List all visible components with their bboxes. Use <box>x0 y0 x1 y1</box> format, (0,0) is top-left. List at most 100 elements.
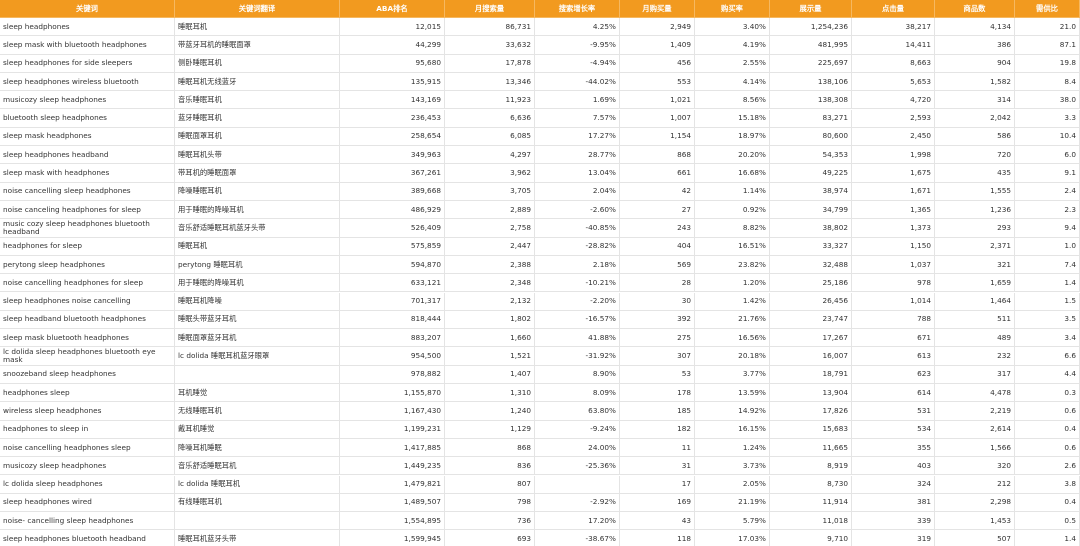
number-cell: 2,298 <box>935 493 1015 513</box>
number-cell: 185 <box>620 402 695 421</box>
number-cell: 53 <box>620 365 695 384</box>
number-cell: 367,261 <box>340 164 445 183</box>
number-cell: 456 <box>620 54 695 73</box>
number-cell: 1,675 <box>852 164 935 183</box>
number-cell: 1,021 <box>620 91 695 110</box>
number-cell: 11,914 <box>770 493 852 513</box>
number-cell: 307 <box>620 347 695 366</box>
number-cell: 41.88% <box>535 329 620 348</box>
keyword-cell: noise canceling headphones for sleep <box>0 201 175 220</box>
number-cell: 883,207 <box>340 329 445 348</box>
number-cell: 403 <box>852 457 935 476</box>
number-cell: 1.0 <box>1015 237 1080 256</box>
number-cell: 8.09% <box>535 384 620 403</box>
translation-cell <box>175 365 340 384</box>
number-cell: 978,882 <box>340 365 445 384</box>
number-cell: 389,668 <box>340 182 445 201</box>
number-cell: 2,132 <box>445 292 535 311</box>
number-cell: 1,660 <box>445 329 535 348</box>
number-cell: 1,554,895 <box>340 512 445 531</box>
number-cell: 31 <box>620 457 695 476</box>
number-cell: 138,308 <box>770 91 852 110</box>
keyword-cell: sleep headphones headband <box>0 146 175 165</box>
number-cell: 49,225 <box>770 164 852 183</box>
number-cell: 6.6 <box>1015 347 1080 366</box>
number-cell: 4.25% <box>535 18 620 37</box>
column-header: 需供比 <box>1015 0 1080 18</box>
translation-cell: 睡眠耳机降噪 <box>175 292 340 311</box>
number-cell: 38.0 <box>1015 91 1080 110</box>
number-cell: 20.20% <box>695 146 770 165</box>
number-cell: 212 <box>935 475 1015 494</box>
number-cell: 575,859 <box>340 237 445 256</box>
number-cell: 0.3 <box>1015 384 1080 403</box>
number-cell: 18.97% <box>695 127 770 147</box>
number-cell: 8,663 <box>852 54 935 73</box>
number-cell: 1,365 <box>852 201 935 220</box>
number-cell: 38,974 <box>770 182 852 201</box>
number-cell: 507 <box>935 530 1015 546</box>
column-header: 月搜索量 <box>445 0 535 18</box>
number-cell: 2,388 <box>445 255 535 275</box>
number-cell: 0.6 <box>1015 402 1080 421</box>
number-cell: 1.20% <box>695 274 770 293</box>
number-cell: 3.5 <box>1015 310 1080 330</box>
number-cell: 20.18% <box>695 347 770 366</box>
number-cell: -31.92% <box>535 347 620 366</box>
number-cell: 4.19% <box>695 36 770 55</box>
column-header: 搜索增长率 <box>535 0 620 18</box>
number-cell: 17.03% <box>695 530 770 546</box>
number-cell: 258,654 <box>340 127 445 147</box>
number-cell: 1.24% <box>695 438 770 458</box>
number-cell: 2,042 <box>935 109 1015 128</box>
number-cell: 1,199,231 <box>340 420 445 439</box>
number-cell: 27 <box>620 201 695 220</box>
number-cell: 623 <box>852 365 935 384</box>
number-cell: 321 <box>935 255 1015 275</box>
number-cell: 1,154 <box>620 127 695 147</box>
number-cell: 3,705 <box>445 182 535 201</box>
translation-cell: 音乐舒适睡眠耳机蓝牙头带 <box>175 219 340 238</box>
keyword-cell: noise- cancelling sleep headphones <box>0 512 175 531</box>
number-cell: 293 <box>935 219 1015 238</box>
number-cell: 1,407 <box>445 365 535 384</box>
number-cell: 8.82% <box>695 219 770 238</box>
number-cell: 178 <box>620 384 695 403</box>
number-cell: -2.60% <box>535 201 620 220</box>
number-cell: 1,599,945 <box>340 530 445 546</box>
translation-cell: 蓝牙睡眠耳机 <box>175 109 340 128</box>
number-cell: 15,683 <box>770 420 852 439</box>
keyword-cell: sleep mask bluetooth headphones <box>0 329 175 348</box>
number-cell: 594,870 <box>340 255 445 275</box>
number-cell <box>535 475 620 494</box>
keyword-cell: noise cancelling sleep headphones <box>0 182 175 201</box>
number-cell: 818,444 <box>340 310 445 330</box>
number-cell: 2,949 <box>620 18 695 37</box>
number-cell: 4.14% <box>695 72 770 92</box>
keyword-cell: noise cancelling headphones for sleep <box>0 274 175 293</box>
keyword-cell: headphones sleep <box>0 384 175 403</box>
keyword-cell: sleep mask with bluetooth headphones <box>0 36 175 55</box>
number-cell: 314 <box>935 91 1015 110</box>
number-cell: 232 <box>935 347 1015 366</box>
number-cell: 1.5 <box>1015 292 1080 311</box>
number-cell: 569 <box>620 255 695 275</box>
number-cell: 12,015 <box>340 18 445 37</box>
translation-cell: 音乐舒适睡眠耳机 <box>175 457 340 476</box>
number-cell: 1.4 <box>1015 530 1080 546</box>
number-cell: 14,411 <box>852 36 935 55</box>
keyword-cell: perytong sleep headphones <box>0 255 175 275</box>
translation-cell: 睡眠面罩蓝牙耳机 <box>175 329 340 348</box>
number-cell: 1,240 <box>445 402 535 421</box>
keyword-cell: musicozy sleep headphones <box>0 91 175 110</box>
number-cell: 836 <box>445 457 535 476</box>
number-cell: 11 <box>620 438 695 458</box>
number-cell: 1,014 <box>852 292 935 311</box>
number-cell: 5,653 <box>852 72 935 92</box>
keyword-cell: sleep headphones for side sleepers <box>0 54 175 73</box>
column-header: 购买率 <box>695 0 770 18</box>
translation-cell: 带耳机的睡眠面罩 <box>175 164 340 183</box>
number-cell: 1,479,821 <box>340 475 445 494</box>
number-cell: 661 <box>620 164 695 183</box>
